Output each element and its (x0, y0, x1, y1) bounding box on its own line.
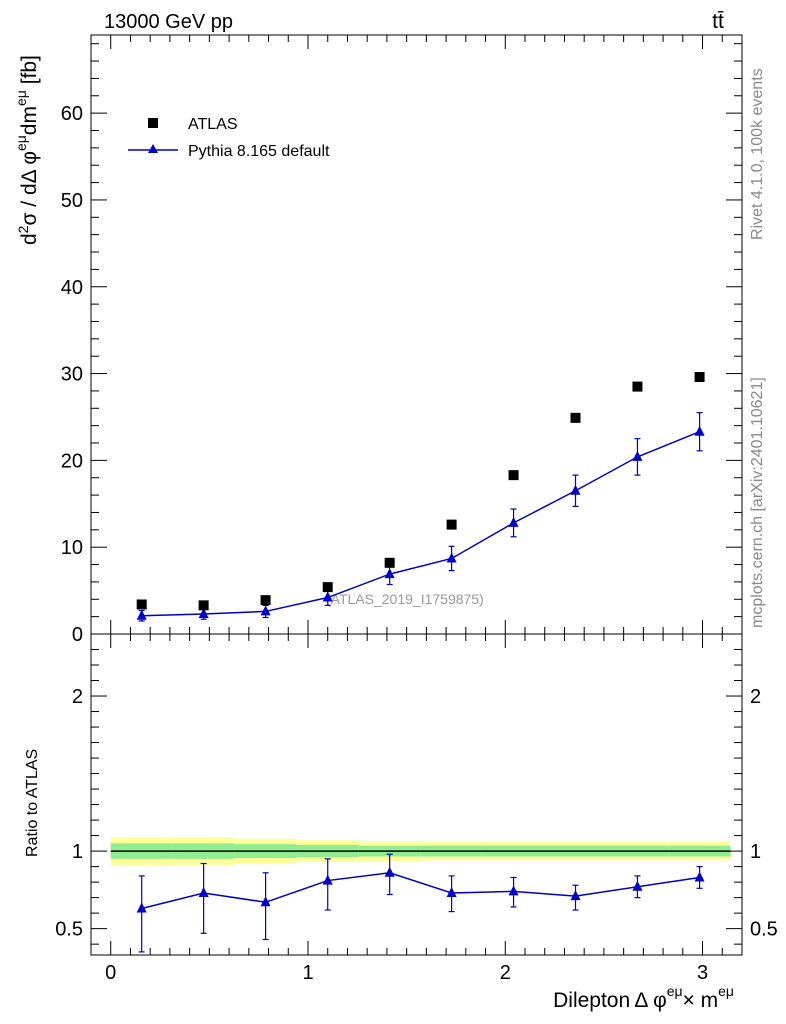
ratio-panel: 0 1 2 3 0.5 0.5 1 1 2 2 (55, 633, 778, 984)
pythia-point (136, 609, 147, 620)
ratio-y-tick-label-right: 0.5 (750, 919, 778, 941)
mcplots-label: mcplots.cern.ch [arXiv:2401.10621] (749, 377, 766, 628)
ratio-y-tick-label-right: 2 (750, 686, 761, 708)
x-tick-label: 3 (697, 962, 708, 984)
x-tick-label: 1 (302, 962, 313, 984)
legend-atlas-label: ATLAS (188, 116, 238, 133)
pythia-line (141, 431, 700, 617)
ratio-pythia-point (632, 880, 643, 891)
pythia-point (198, 608, 209, 619)
atlas-point (570, 412, 581, 423)
atlas-point (260, 595, 271, 606)
process-label: tt̄ (712, 10, 724, 33)
x-axis-label: Dilepton Δ φeμ× meμ (553, 983, 734, 1012)
atlas-point (446, 519, 457, 530)
atlas-point (632, 381, 643, 392)
atlas-point (136, 599, 147, 610)
ratio-pythia-point (322, 874, 333, 885)
ratio-y-tick-label: 2 (72, 686, 83, 708)
pythia-point (446, 552, 457, 563)
atlas-point (322, 582, 333, 593)
ratio-pythia-point (508, 885, 519, 896)
ratio-y-tick-label: 1 (72, 841, 83, 863)
y-tick-label: 10 (61, 537, 83, 559)
ratio-frame (90, 633, 743, 956)
legend: ATLAS Pythia 8.165 default (128, 116, 330, 160)
atlas-point (694, 372, 705, 383)
ratio-pythia-point (136, 902, 147, 913)
main-panel: 0 10 20 30 40 50 60 (61, 34, 743, 646)
x-tick-label: 0 (105, 962, 116, 984)
rivet-label: Rivet 4.1.0, 100k events (749, 68, 766, 240)
energy-label: 13000 GeV pp (104, 11, 233, 33)
main-y-axis-label: d2σ / dΔ φeμdmeμ [fb] (13, 55, 41, 245)
ratio-pythia-point (384, 866, 395, 877)
legend-pythia-marker (148, 144, 158, 153)
pythia-point (322, 591, 333, 602)
pythia-point (694, 425, 705, 436)
y-tick-label: 20 (61, 450, 83, 472)
pythia-point (570, 484, 581, 495)
analysis-watermark: (ATLAS_2019_I1759875) (326, 591, 484, 607)
pythia-point (508, 516, 519, 527)
ratio-pythia-point (446, 886, 457, 897)
y-tick-label: 0 (72, 624, 83, 646)
y-tick-label: 30 (61, 364, 83, 386)
ratio-y-tick-label: 0.5 (55, 919, 83, 941)
pythia-point (632, 450, 643, 461)
atlas-point (198, 600, 209, 611)
x-tick-label: 2 (500, 962, 511, 984)
y-tick-label: 50 (61, 190, 83, 212)
y-tick-label: 40 (61, 277, 83, 299)
y-tick-label: 60 (61, 103, 83, 125)
ratio-pythia-point (260, 896, 271, 907)
ratio-y-tick-label-right: 1 (750, 841, 761, 863)
atlas-point (508, 470, 519, 481)
ratio-y-axis-label: Ratio to ATLAS (24, 749, 41, 857)
legend-pythia-label: Pythia 8.165 default (188, 143, 330, 160)
ratio-pythia-point (198, 886, 209, 897)
ratio-pythia-point (570, 890, 581, 901)
pythia-point (384, 568, 395, 579)
ratio-pythia-line (141, 872, 700, 910)
legend-atlas-marker (148, 118, 158, 128)
ratio-pythia-point (694, 871, 705, 882)
atlas-point (384, 557, 395, 568)
pythia-point (260, 605, 271, 616)
